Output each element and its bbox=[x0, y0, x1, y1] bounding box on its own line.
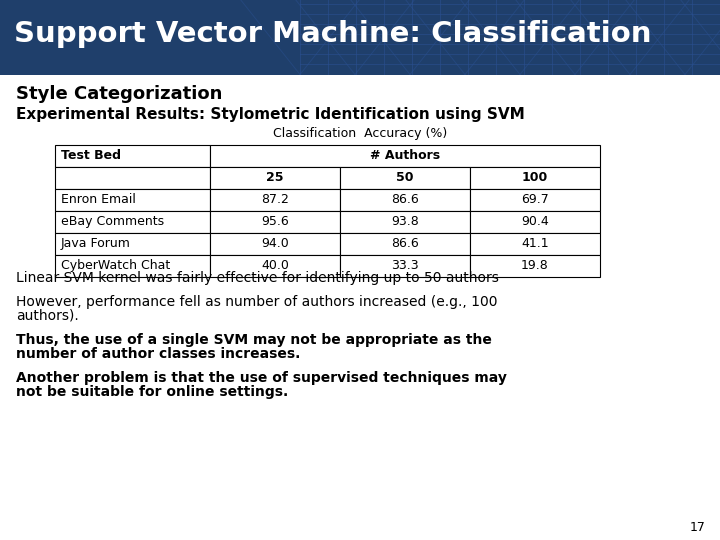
Bar bbox=[340, 211, 470, 233]
Bar bbox=[340, 188, 470, 211]
Bar bbox=[210, 166, 340, 188]
Text: Enron Email: Enron Email bbox=[61, 193, 136, 206]
Bar bbox=[55, 233, 210, 254]
Text: 40.0: 40.0 bbox=[261, 259, 289, 272]
Text: 69.7: 69.7 bbox=[521, 193, 549, 206]
Text: Experimental Results: Stylometric Identification using SVM: Experimental Results: Stylometric Identi… bbox=[16, 106, 525, 122]
Text: Java Forum: Java Forum bbox=[61, 237, 131, 250]
Text: # Authors: # Authors bbox=[370, 149, 440, 162]
Bar bbox=[340, 254, 470, 276]
Text: 25: 25 bbox=[266, 171, 284, 184]
Bar bbox=[470, 166, 600, 188]
Bar bbox=[210, 233, 340, 254]
Text: authors).: authors). bbox=[16, 308, 78, 322]
Text: 50: 50 bbox=[396, 171, 414, 184]
Text: 33.3: 33.3 bbox=[391, 259, 419, 272]
Text: not be suitable for online settings.: not be suitable for online settings. bbox=[16, 384, 288, 399]
Text: Support Vector Machine: Classification: Support Vector Machine: Classification bbox=[14, 21, 652, 48]
Text: CyberWatch Chat: CyberWatch Chat bbox=[61, 259, 170, 272]
Text: Test Bed: Test Bed bbox=[61, 149, 121, 162]
Text: Style Categorization: Style Categorization bbox=[16, 85, 222, 103]
Text: 19.8: 19.8 bbox=[521, 259, 549, 272]
Bar bbox=[55, 254, 210, 276]
Bar bbox=[55, 211, 210, 233]
Text: 86.6: 86.6 bbox=[391, 237, 419, 250]
Bar bbox=[340, 233, 470, 254]
Bar bbox=[210, 188, 340, 211]
Bar bbox=[55, 188, 210, 211]
Bar bbox=[470, 254, 600, 276]
Bar bbox=[210, 254, 340, 276]
Text: 41.1: 41.1 bbox=[521, 237, 549, 250]
Text: 93.8: 93.8 bbox=[391, 215, 419, 228]
Text: 100: 100 bbox=[522, 171, 548, 184]
Bar bbox=[55, 166, 210, 188]
Text: 90.4: 90.4 bbox=[521, 215, 549, 228]
Text: Thus, the use of a single SVM may not be appropriate as the: Thus, the use of a single SVM may not be… bbox=[16, 333, 492, 347]
Text: Classification  Accuracy (%): Classification Accuracy (%) bbox=[273, 126, 447, 139]
Bar bbox=[340, 166, 470, 188]
Text: 17: 17 bbox=[690, 521, 706, 534]
Text: Another problem is that the use of supervised techniques may: Another problem is that the use of super… bbox=[16, 370, 507, 384]
Text: number of author classes increases.: number of author classes increases. bbox=[16, 347, 300, 361]
Bar bbox=[55, 145, 210, 166]
Text: 95.6: 95.6 bbox=[261, 215, 289, 228]
Bar bbox=[470, 233, 600, 254]
Text: eBay Comments: eBay Comments bbox=[61, 215, 164, 228]
Bar bbox=[210, 211, 340, 233]
Bar bbox=[210, 145, 600, 166]
Text: 86.6: 86.6 bbox=[391, 193, 419, 206]
Bar bbox=[470, 211, 600, 233]
Bar bbox=[470, 188, 600, 211]
Text: 94.0: 94.0 bbox=[261, 237, 289, 250]
Text: Linear SVM kernel was fairly effective for identifying up to 50 authors: Linear SVM kernel was fairly effective f… bbox=[16, 271, 499, 285]
Text: 87.2: 87.2 bbox=[261, 193, 289, 206]
Text: However, performance fell as number of authors increased (e.g., 100: However, performance fell as number of a… bbox=[16, 294, 498, 308]
